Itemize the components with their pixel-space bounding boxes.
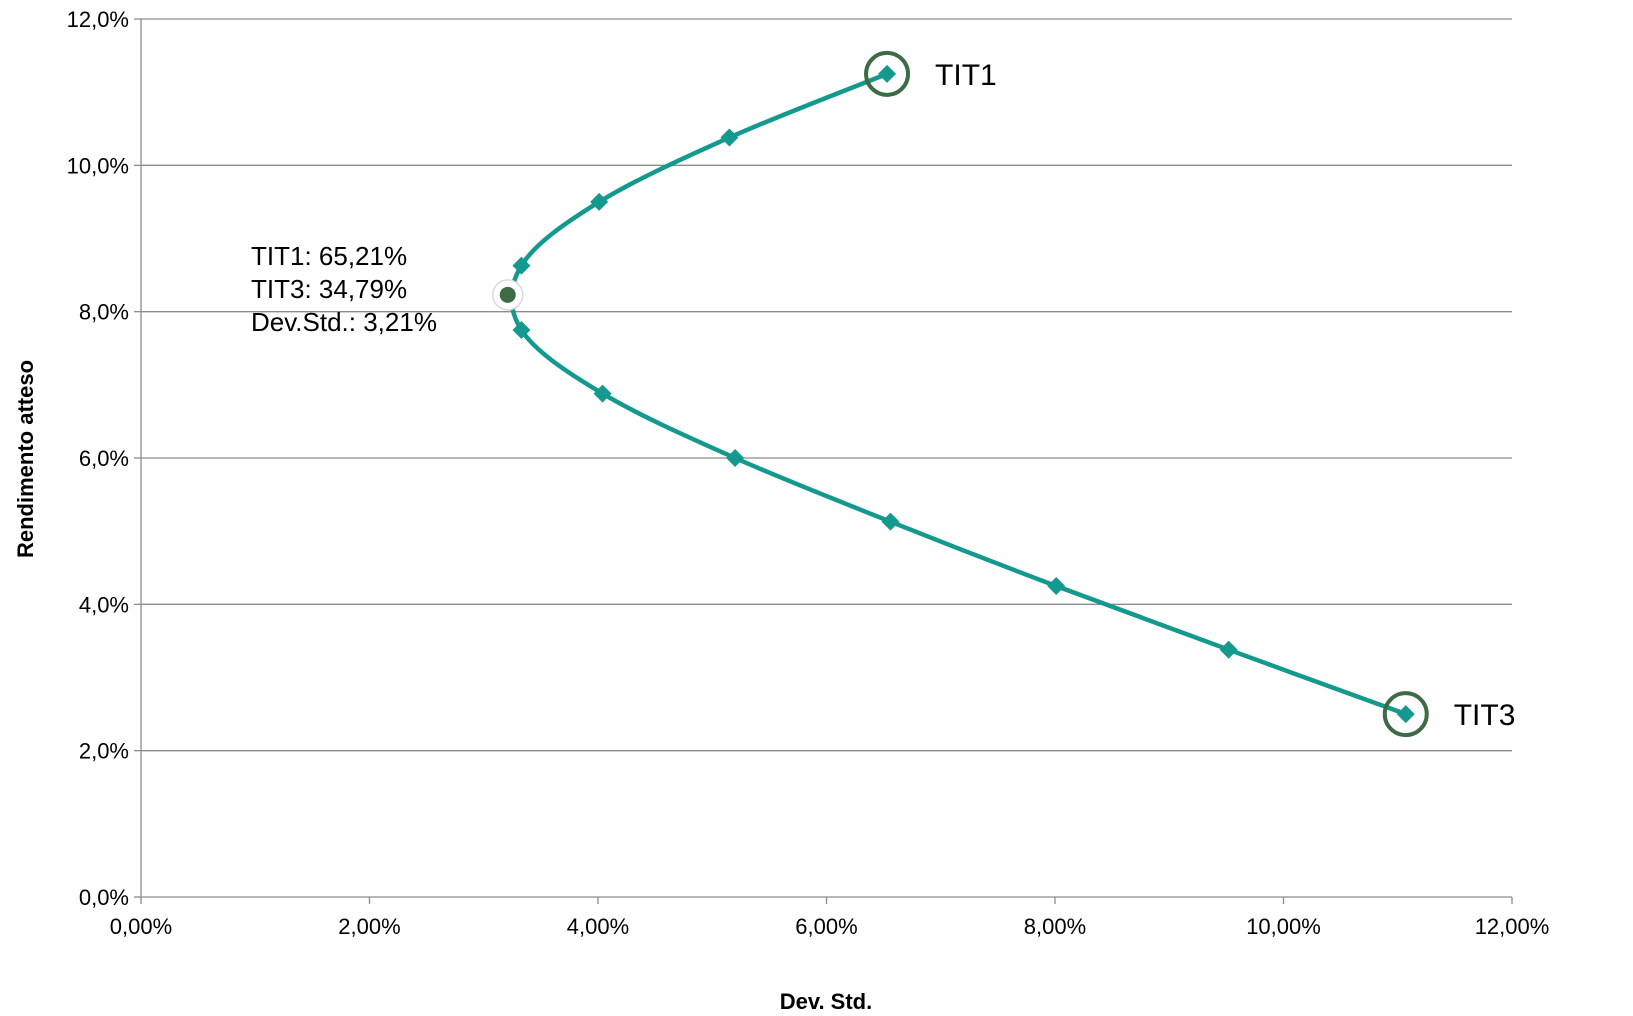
data-point-marker	[1396, 705, 1415, 724]
axes	[134, 18, 1513, 904]
y-tick-label: 0,0%	[79, 885, 129, 910]
gridlines	[141, 18, 1512, 752]
data-point-marker	[720, 128, 739, 147]
asset-callout-label: TIT1	[935, 59, 997, 92]
x-tick-label: 4,00%	[567, 914, 629, 939]
frontier-line	[509, 71, 1407, 717]
x-tick-label: 12,00%	[1475, 914, 1550, 939]
asset-callout-circle	[864, 50, 911, 97]
data-point-marker	[878, 64, 897, 83]
y-axis-title: Rendimento atteso	[13, 360, 38, 558]
x-tick-label: 10,00%	[1246, 914, 1321, 939]
x-tick-label: 6,00%	[795, 914, 857, 939]
data-point-marker	[1047, 577, 1066, 596]
data-point-marker	[512, 256, 531, 275]
min-variance-point	[499, 286, 516, 303]
y-tick-label: 12,0%	[67, 7, 129, 32]
x-axis-title: Dev. Std.	[780, 989, 873, 1014]
y-tick-label: 8,0%	[79, 300, 129, 325]
data-point-marker	[593, 384, 612, 403]
marker-layer	[512, 64, 1415, 724]
data-point-marker	[1219, 640, 1238, 659]
min-variance-label-line: Dev.Std.: 3,21%	[251, 307, 437, 337]
data-point-marker	[590, 192, 609, 211]
y-tick-label: 4,0%	[79, 592, 129, 617]
series-layer	[509, 71, 1407, 717]
asset-callout-label: TIT3	[1454, 699, 1516, 732]
min-variance-label-line: TIT3: 34,79%	[251, 274, 407, 304]
y-tick-label: 2,0%	[79, 739, 129, 764]
x-tick-label: 8,00%	[1024, 914, 1086, 939]
min-variance-label-line: TIT1: 65,21%	[251, 241, 407, 271]
annotation-layer: TIT1: 65,21%TIT3: 34,79%Dev.Std.: 3,21% T…	[251, 50, 1516, 738]
asset-callout-circle	[1382, 691, 1429, 738]
data-point-marker	[881, 512, 900, 531]
x-tick-labels: 0,00% 2,00% 4,00% 6,00% 8,00% 10,00% 12,00%	[110, 914, 1550, 939]
y-tick-label: 6,0%	[79, 446, 129, 471]
x-tick-label: 2,00%	[338, 914, 400, 939]
x-tick-label: 0,00%	[110, 914, 172, 939]
data-point-marker	[726, 449, 745, 467]
y-tick-labels: 0,0% 2,0% 4,0% 6,0% 8,0% 10,0% 12,0%	[67, 7, 129, 910]
y-tick-label: 10,0%	[67, 153, 129, 178]
data-point-marker	[512, 320, 531, 339]
